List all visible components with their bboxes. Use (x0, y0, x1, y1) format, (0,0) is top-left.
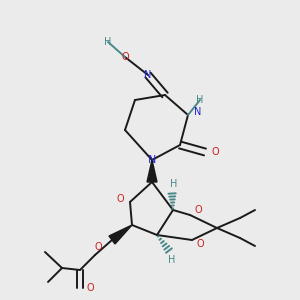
Text: N: N (194, 107, 202, 117)
Text: O: O (196, 239, 204, 249)
Polygon shape (109, 225, 132, 244)
Text: H: H (104, 37, 112, 47)
Text: H: H (170, 179, 178, 189)
Text: H: H (168, 255, 176, 265)
Text: O: O (86, 283, 94, 293)
Text: O: O (211, 147, 219, 157)
Text: O: O (194, 205, 202, 215)
Text: O: O (116, 194, 124, 204)
Text: N: N (144, 70, 152, 80)
Polygon shape (147, 160, 157, 182)
Text: N: N (148, 155, 156, 165)
Text: O: O (121, 52, 129, 62)
Text: H: H (196, 95, 204, 105)
Text: O: O (94, 242, 102, 252)
